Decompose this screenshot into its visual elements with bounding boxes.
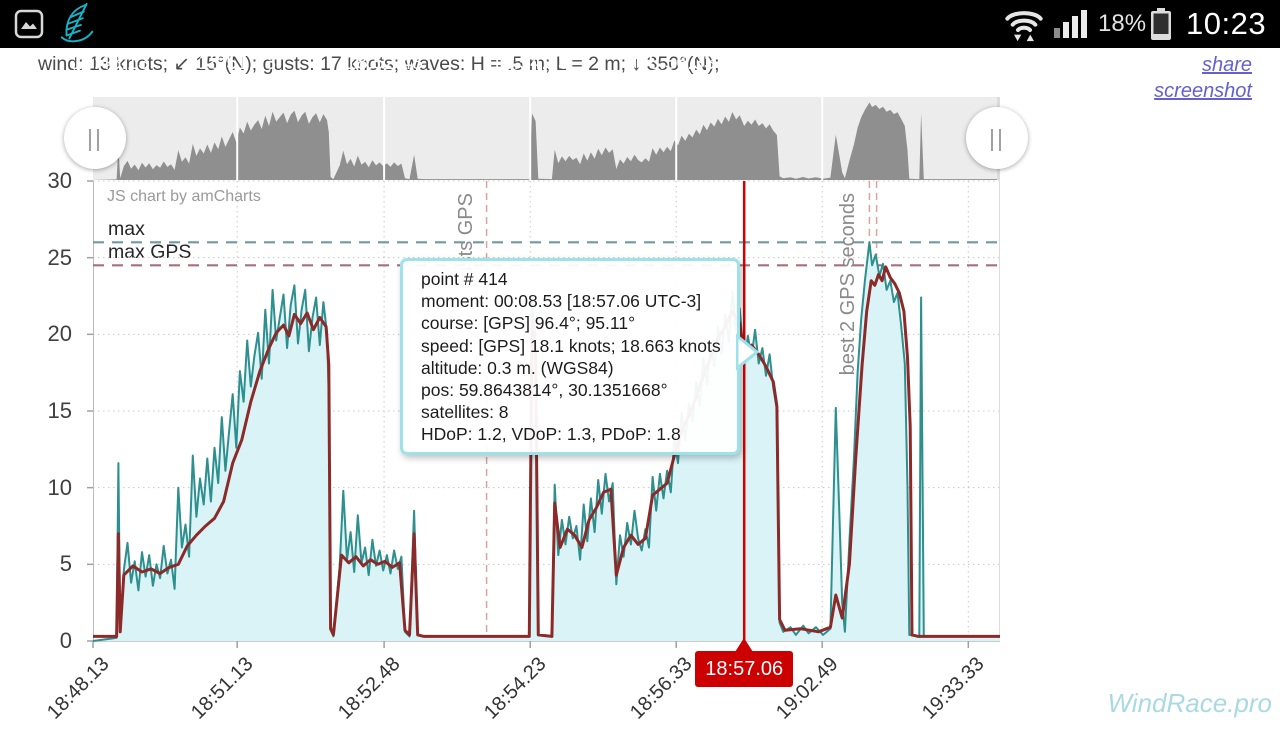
limit-line-label: max [108, 218, 145, 241]
y-axis-label: 0 [59, 628, 72, 653]
navigator-time-label: 18:51.13 [198, 52, 277, 74]
x-axis-label: 19:33.33 [918, 653, 989, 724]
tooltip-line: point # 414 [421, 269, 508, 289]
android-status-bar: 18% 10:23 [0, 0, 1280, 48]
navigator-time-label: 19:02.49 [783, 52, 862, 74]
speed-chart-plot[interactable] [87, 180, 1000, 659]
y-axis-label: 5 [59, 551, 72, 577]
tooltip-line: HDoP: 1.2, VDoP: 1.3, PDoP: 1.8 [421, 424, 681, 445]
tooltip-line: pos: 59.8643814°, 30.1351668° [421, 380, 668, 401]
navigator-time-label: 18:54.23 [491, 52, 570, 74]
navigator-time-label: 18:48.13 [71, 52, 150, 74]
tooltip-line: moment: 00:08.53 [18:57.06 UTC-3] [421, 291, 702, 312]
navigator-right-handle[interactable]: || [966, 107, 1028, 169]
tooltip-line: altitude: 0.3 m. (WGS84) [421, 357, 614, 378]
tooltip-text: point # 414 moment: 00:08.53 [18:57.06 UT… [421, 268, 737, 446]
navigator-time-label: 18:52.48 [345, 52, 424, 74]
navigator-left-handle[interactable]: || [64, 107, 126, 169]
x-axis-label: 18:52.48 [334, 653, 405, 724]
y-axis-label: 30 [47, 168, 72, 193]
series-speed-line [93, 265, 1000, 638]
drag-handle-icon: || [989, 124, 1005, 151]
windrace-watermark: WindRace.pro [1107, 688, 1272, 718]
share-screenshot-link[interactable]: share screenshot [1154, 54, 1252, 103]
drag-handle-icon: || [87, 124, 103, 151]
tooltip-line: course: [GPS] 96.4°; 95.11° [421, 313, 636, 334]
y-axis-label: 15 [47, 398, 72, 423]
datapoint-tooltip: point # 414 moment: 00:08.53 [18:57.06 UT… [400, 258, 760, 455]
windrace-app-icon [56, 0, 100, 48]
x-axis-label: 18:54.23 [480, 653, 551, 724]
cursor-time-text: 18:57.06 [705, 657, 784, 680]
event-guide-label: best 2 GPS seconds [837, 193, 860, 376]
cursor-time-balloon: 18:57.06 [695, 651, 794, 687]
y-axis-label: 25 [47, 244, 72, 270]
tooltip-line: speed: [GPS] 18.1 knots; 18.663 knots [421, 335, 721, 356]
x-axis-label: 18:56.33 [626, 653, 697, 724]
series-speed-gps-area [93, 242, 1000, 642]
amcharts-credit: JS chart by amCharts [107, 188, 261, 205]
y-axis-label: 10 [47, 474, 72, 500]
gallery-notification-icon [14, 0, 44, 48]
signal-bars-icon [1054, 0, 1088, 48]
navigator-time-label: 18:56.33 [637, 52, 716, 74]
wifi-updown-icon [1005, 0, 1043, 48]
series-speed-gps-line [92, 241, 1000, 642]
x-axis-label: 18:51.13 [187, 653, 258, 724]
cursor-pointer-icon [735, 638, 754, 652]
battery-percent-text: 18% [1098, 10, 1147, 37]
x-axis-label: 18:48.13 [42, 653, 114, 724]
y-axis-label: 20 [47, 321, 72, 347]
navigator-mini-chart [93, 97, 1000, 180]
clock-text: 10:23 [1186, 6, 1267, 41]
tooltip-arrow-icon [736, 333, 760, 371]
tooltip-line: satellites: 8 [421, 402, 509, 423]
chart-navigator[interactable] [93, 97, 1000, 180]
battery-icon [1150, 0, 1172, 48]
wind-conditions-text: wind: 13 knots; ↙ 15°(N); gusts: 17 knot… [38, 53, 720, 75]
